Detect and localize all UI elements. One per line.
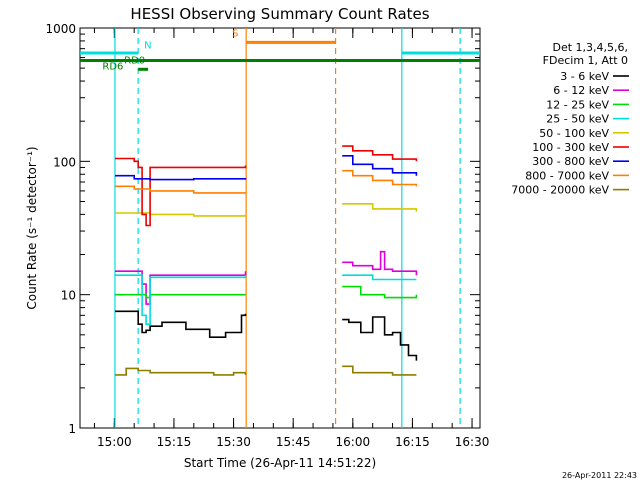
y-tick-label: 10 xyxy=(61,289,76,303)
x-tick-label: 16:30 xyxy=(455,435,490,449)
x-tick-label: 16:00 xyxy=(336,435,371,449)
legend-label: 12 - 25 keV xyxy=(546,98,609,111)
legend-label: 800 - 7000 keV xyxy=(525,169,609,182)
x-tick-label: 15:45 xyxy=(276,435,311,449)
series-line xyxy=(342,365,417,376)
y-tick-label: 1000 xyxy=(45,22,76,36)
series-line xyxy=(342,250,418,276)
series-line xyxy=(342,274,417,281)
y-tick-label: 100 xyxy=(53,155,76,169)
series-line xyxy=(115,185,246,194)
series-line xyxy=(342,203,418,212)
series-line xyxy=(342,316,418,361)
legend-label: 300 - 800 keV xyxy=(532,155,609,168)
marker-label: RD6 xyxy=(102,61,123,72)
plot-frame xyxy=(79,27,481,429)
marker-bar-label: S xyxy=(232,28,238,39)
legend-label: 50 - 100 keV xyxy=(539,127,609,140)
legend-label: 7000 - 20000 keV xyxy=(511,184,609,197)
series-line xyxy=(115,270,247,305)
series-line xyxy=(115,174,247,181)
series-line xyxy=(342,169,418,187)
legend-header-line-1: Det 1,3,4,5,6, xyxy=(552,41,628,54)
x-tick-label: 15:00 xyxy=(97,435,132,449)
legend-label: 100 - 300 keV xyxy=(532,141,609,154)
legend-label: 25 - 50 keV xyxy=(546,113,609,126)
plot-area: 1 10 100 1000 15:00 15:15 15:30 15:45 16:00 16:15… xyxy=(45,22,489,449)
x-axis-label: Start Time (26-Apr-11 14:51:22) xyxy=(184,456,376,470)
plot-timestamp: 26-Apr-2011 22:43 xyxy=(562,471,637,480)
marker-bar-label: RD0 xyxy=(124,55,145,66)
y-axis-label: Count Rate (s⁻¹ detector⁻¹) xyxy=(25,146,39,309)
series-line xyxy=(115,274,247,325)
series-line xyxy=(115,367,247,376)
marker-label: N xyxy=(144,41,151,52)
legend-label: 3 - 6 keV xyxy=(560,70,609,83)
chart-title: HESSI Observing Summary Count Rates xyxy=(130,5,429,23)
series-line xyxy=(115,293,246,299)
series-line xyxy=(115,310,247,338)
x-tick-label: 16:15 xyxy=(395,435,430,449)
x-tick-label: 15:15 xyxy=(157,435,192,449)
series-line xyxy=(342,285,418,299)
series-line xyxy=(115,212,247,217)
legend-header-line-2: FDecim 1, Att 0 xyxy=(543,54,628,67)
series-line xyxy=(115,157,247,227)
legend: Det 1,3,4,5,6, FDecim 1, Att 0 3 - 6 keV… xyxy=(511,41,629,197)
x-tick-label: 15:30 xyxy=(216,435,251,449)
y-tick-label: 1 xyxy=(68,422,76,436)
series-line xyxy=(342,145,418,162)
series-line xyxy=(342,155,418,176)
legend-label: 6 - 12 keV xyxy=(553,84,609,97)
